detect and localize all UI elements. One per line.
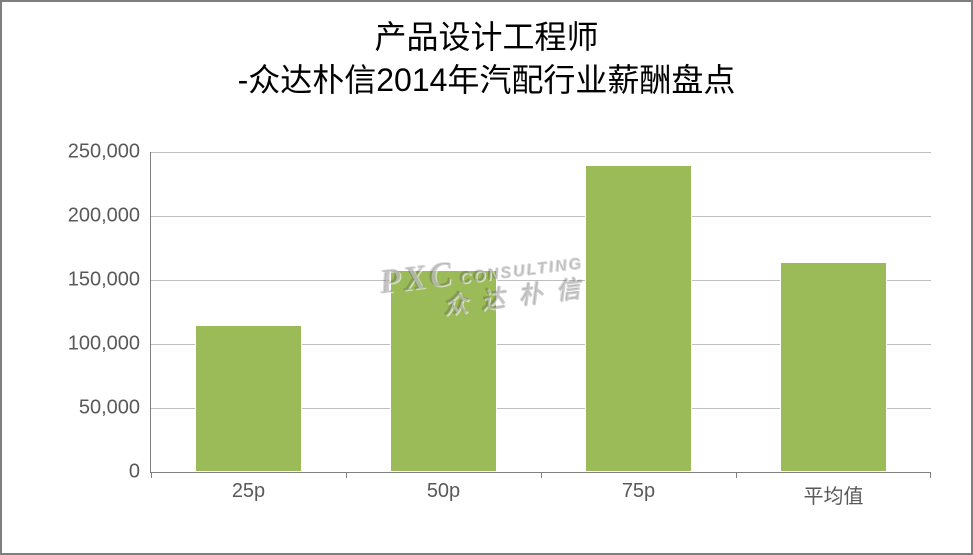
xtick-label-0: 25p	[232, 480, 265, 503]
ytick-label-1: 50,000	[60, 397, 140, 420]
x-tickmark	[930, 472, 931, 478]
bar-avg	[780, 262, 887, 472]
xtick-label-2: 75p	[622, 480, 655, 503]
xtick-label-1: 50p	[427, 480, 460, 503]
ytick-label-4: 200,000	[60, 205, 140, 228]
bar-50p	[390, 270, 497, 472]
ytick-label-0: 0	[60, 461, 140, 484]
chart-title-block: 产品设计工程师 -众达朴信2014年汽配行业薪酬盘点	[2, 16, 971, 102]
ytick-label-3: 150,000	[60, 269, 140, 292]
x-tickmark	[541, 472, 542, 478]
plot-region: 25p 50p 75p 平均值 PXC CONSULTING 众 达 朴 信	[150, 152, 931, 473]
bar-25p	[195, 325, 302, 472]
gridline	[151, 152, 931, 153]
bar-75p	[585, 165, 692, 472]
ytick-label-2: 100,000	[60, 333, 140, 356]
chart-frame: 产品设计工程师 -众达朴信2014年汽配行业薪酬盘点 0 50,000 100,…	[0, 0, 973, 555]
ytick-label-5: 250,000	[60, 141, 140, 164]
chart-title-line2: -众达朴信2014年汽配行业薪酬盘点	[2, 59, 971, 102]
gridline	[151, 216, 931, 217]
x-tickmark	[736, 472, 737, 478]
x-tickmark	[151, 472, 152, 478]
x-tickmark	[346, 472, 347, 478]
chart-area: 0 50,000 100,000 150,000 200,000 250,000	[60, 152, 940, 522]
chart-title-line1: 产品设计工程师	[2, 16, 971, 59]
xtick-label-3: 平均值	[804, 480, 864, 509]
